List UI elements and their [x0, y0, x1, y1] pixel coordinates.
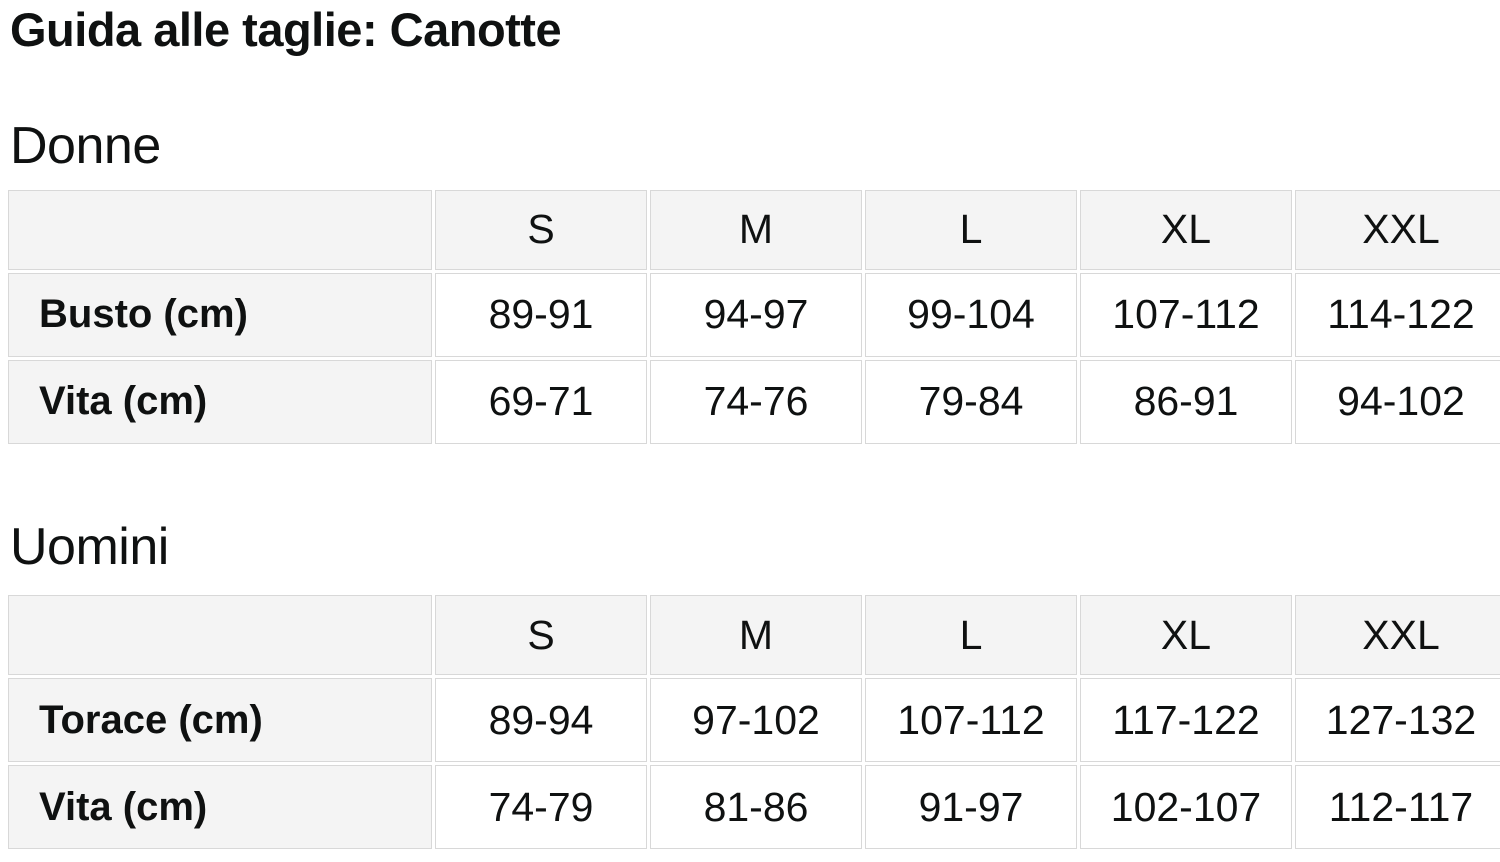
size-value-cell: 114-122 [1295, 272, 1500, 357]
size-value-cell: 89-94 [435, 678, 647, 763]
size-value-cell: 69-71 [435, 359, 647, 444]
size-value-cell: 81-86 [650, 765, 862, 850]
size-value-cell: 117-122 [1080, 678, 1292, 763]
measure-row-label: Busto (cm) [8, 272, 432, 357]
size-value-cell: 79-84 [865, 359, 1077, 444]
size-value-cell: 89-91 [435, 272, 647, 357]
size-value-cell: 74-79 [435, 765, 647, 850]
size-column-header-l: L [865, 595, 1077, 676]
size-value-cell: 99-104 [865, 272, 1077, 357]
section-heading-donne: Donne [10, 116, 161, 175]
table-row-vita-donne: Vita (cm) 69-71 74-76 79-84 86-91 94-102 [8, 359, 1500, 444]
size-column-header-l: L [865, 189, 1077, 270]
size-column-header-m: M [650, 595, 862, 676]
size-column-header-xl: XL [1080, 595, 1292, 676]
women-size-table: S M L XL XXL Busto (cm) 89-91 94-97 99-1… [5, 187, 1500, 447]
page-title: Guida alle taglie: Canotte [10, 3, 562, 56]
women-header-row: S M L XL XXL [8, 189, 1500, 270]
size-column-header-m: M [650, 189, 862, 270]
size-column-header-xxl: XXL [1295, 189, 1500, 270]
size-column-header-xxl: XXL [1295, 595, 1500, 676]
size-value-cell: 107-112 [1080, 272, 1292, 357]
section-heading-uomini: Uomini [10, 517, 169, 576]
corner-cell [8, 595, 432, 676]
measure-row-label: Vita (cm) [8, 765, 432, 850]
size-value-cell: 94-102 [1295, 359, 1500, 444]
size-value-cell: 91-97 [865, 765, 1077, 850]
size-value-cell: 86-91 [1080, 359, 1292, 444]
size-value-cell: 127-132 [1295, 678, 1500, 763]
table-row-vita-uomini: Vita (cm) 74-79 81-86 91-97 102-107 112-… [8, 765, 1500, 850]
table-row-busto: Busto (cm) 89-91 94-97 99-104 107-112 11… [8, 272, 1500, 357]
size-value-cell: 102-107 [1080, 765, 1292, 850]
corner-cell [8, 189, 432, 270]
size-column-header-s: S [435, 595, 647, 676]
measure-row-label: Vita (cm) [8, 359, 432, 444]
size-column-header-xl: XL [1080, 189, 1292, 270]
men-header-row: S M L XL XXL [8, 595, 1500, 676]
size-value-cell: 107-112 [865, 678, 1077, 763]
measure-row-label: Torace (cm) [8, 678, 432, 763]
table-row-torace: Torace (cm) 89-94 97-102 107-112 117-122… [8, 678, 1500, 763]
size-column-header-s: S [435, 189, 647, 270]
size-value-cell: 112-117 [1295, 765, 1500, 850]
size-value-cell: 74-76 [650, 359, 862, 444]
size-value-cell: 94-97 [650, 272, 862, 357]
size-value-cell: 97-102 [650, 678, 862, 763]
men-size-table: S M L XL XXL Torace (cm) 89-94 97-102 10… [5, 592, 1500, 852]
